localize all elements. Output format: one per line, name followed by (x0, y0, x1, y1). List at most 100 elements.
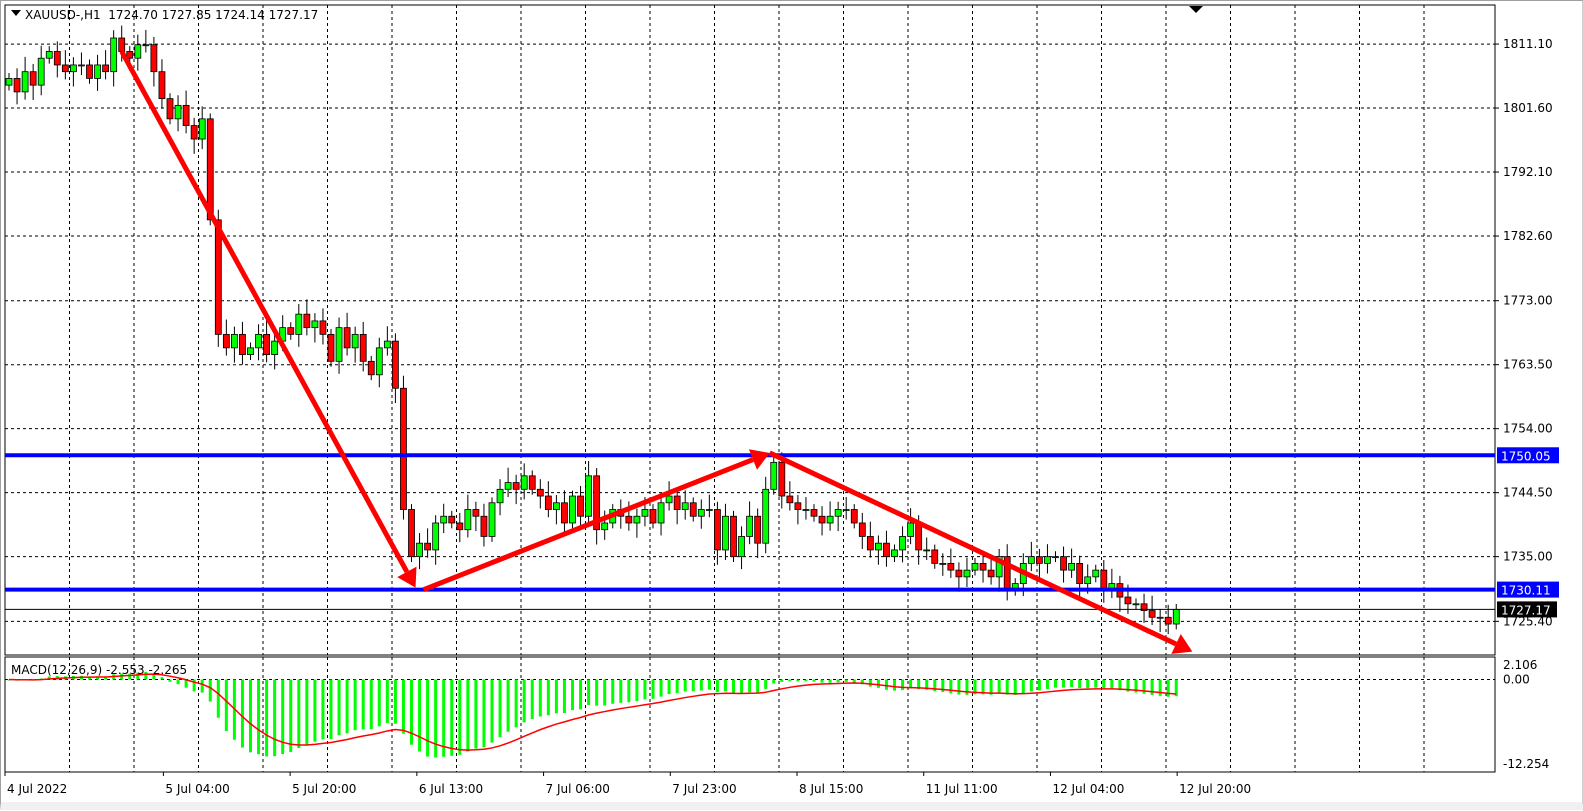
candle-body (456, 522, 464, 531)
macd-histogram-bar (385, 679, 389, 723)
price-tick-label: 1801.60 (1503, 101, 1553, 115)
candle-body (657, 502, 665, 524)
candle (689, 497, 697, 522)
candle-body (1068, 562, 1075, 571)
candle-body (714, 509, 721, 551)
candle-body (375, 347, 383, 376)
candle-body (110, 37, 118, 73)
candle-body (488, 502, 496, 537)
candle (834, 501, 842, 532)
candle (955, 562, 963, 592)
candle-body (1052, 556, 1059, 559)
candle-body (432, 522, 440, 551)
candle (770, 456, 778, 495)
indicator-pane (4, 656, 1496, 773)
candle (778, 452, 786, 509)
candle (577, 485, 584, 529)
candle-body (963, 569, 971, 578)
macd-histogram-bar (828, 679, 832, 683)
macd-histogram-bar (1102, 679, 1106, 689)
macd-histogram-bar (1134, 679, 1138, 693)
macd-histogram-bar (369, 679, 373, 730)
macd-histogram-bar (426, 679, 430, 757)
macd-histogram-bar (546, 679, 550, 716)
macd-histogram-bar (482, 679, 486, 748)
candle (158, 59, 166, 109)
candle (1148, 595, 1156, 626)
arrow-shaft (422, 457, 754, 592)
candle-body (94, 64, 101, 79)
candle-body (915, 522, 923, 551)
price-tick-label: 1792.10 (1503, 165, 1553, 179)
candle-body (569, 495, 576, 524)
candle (866, 521, 874, 558)
macd-histogram-bar (273, 679, 277, 757)
candle (601, 510, 609, 540)
candle-body (13, 78, 21, 93)
macd-histogram-bar (538, 679, 542, 717)
price-tick-label: 1725.40 (1503, 614, 1553, 628)
candle-body (5, 78, 13, 86)
macd-histogram-bar (128, 673, 132, 680)
candle (891, 544, 898, 563)
candle-body (770, 461, 778, 490)
candle (673, 488, 681, 525)
candle-body (730, 515, 737, 558)
candle (1132, 598, 1140, 610)
candle (810, 504, 818, 522)
candle-body (544, 495, 552, 510)
candle-body (738, 536, 745, 558)
macd-histogram-bar (1126, 679, 1130, 692)
candle (826, 501, 834, 531)
candle-body (198, 118, 206, 140)
candle-body (1156, 616, 1164, 619)
candle-body (858, 522, 866, 537)
macd-histogram-bar (1037, 679, 1041, 691)
candle (416, 533, 423, 570)
candle-body (689, 502, 697, 517)
candle (802, 497, 810, 520)
candle-body (295, 313, 303, 335)
candle-body (214, 219, 222, 335)
macd-histogram-bar (377, 679, 381, 727)
candle-body (593, 475, 601, 531)
macd-histogram-bar (949, 679, 953, 694)
arrow-shaft (119, 50, 410, 574)
candle-body (222, 333, 230, 349)
candle-body (408, 509, 415, 558)
level-price-label: 1750.05 (1501, 449, 1551, 463)
candle (303, 299, 311, 336)
candle-body (271, 340, 279, 355)
time-tick-label: 11 Jul 11:00 (926, 782, 998, 796)
macd-histogram-bar (796, 679, 800, 682)
candle (472, 501, 480, 532)
time-tick-label: 4 Jul 2022 (7, 782, 67, 796)
macd-histogram-bar (772, 679, 776, 684)
candle (21, 56, 29, 100)
macd-histogram-bar (281, 679, 285, 755)
candle-body (1092, 569, 1100, 578)
candle (255, 324, 262, 361)
candle (359, 321, 367, 372)
macd-histogram-bar (530, 679, 534, 720)
macd-histogram-bar (1013, 679, 1017, 695)
macd-histogram-bar (1094, 679, 1098, 688)
candle-body (1172, 608, 1180, 625)
candle-body (697, 509, 705, 517)
current-price-tag (1497, 601, 1557, 618)
candle (762, 476, 770, 554)
candle-body (53, 51, 61, 66)
candle-body (86, 64, 93, 79)
candle-body (891, 549, 898, 558)
macd-histogram-bar (699, 679, 703, 691)
candle-body (987, 569, 995, 578)
macd-histogram-bar (1110, 679, 1114, 690)
candle (247, 342, 254, 360)
macd-histogram-bar (627, 679, 631, 703)
price-tick-label: 1773.00 (1503, 294, 1553, 308)
candle (730, 510, 737, 563)
macd-histogram-bar (812, 679, 816, 682)
macd-histogram-bar (1029, 679, 1033, 692)
